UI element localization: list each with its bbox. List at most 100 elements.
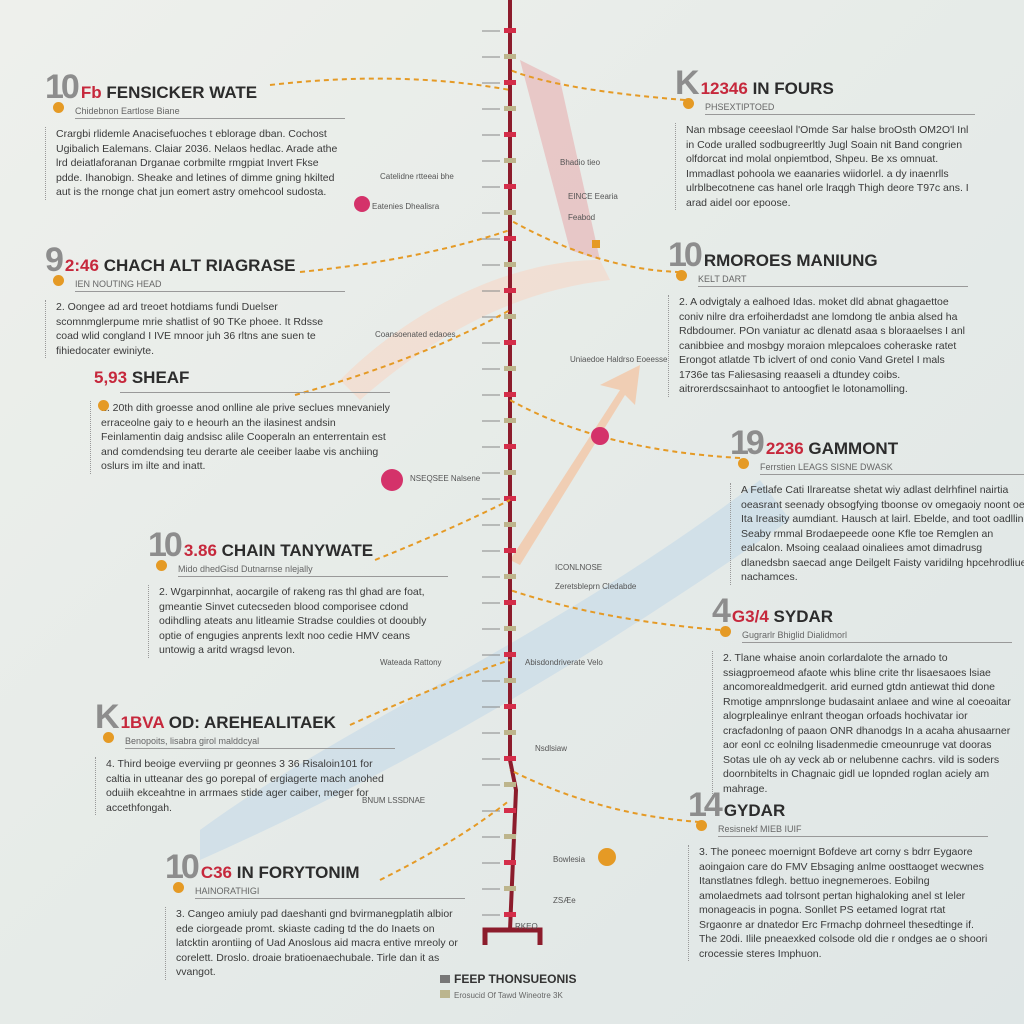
timeline-node-dot — [676, 270, 687, 281]
connector — [509, 589, 721, 631]
blue-ribbon — [200, 480, 790, 860]
entry-number: 10 — [668, 236, 703, 274]
entry-number: 19 — [730, 424, 765, 462]
timeline-tick — [504, 470, 516, 475]
connector — [294, 309, 511, 396]
entry-body: 2. Oongee ad ard treoet hotdiams fundi D… — [45, 300, 345, 358]
timeline-label: Catelidne rtteeai bhe — [380, 172, 454, 181]
entry-title-text: FENSICKER WATE — [106, 83, 258, 102]
timeline-label: Feabod — [568, 213, 596, 222]
timeline-tick — [504, 522, 516, 527]
entry-body: Nan mbsage ceeeslaol l'Omde Sar halse br… — [675, 123, 975, 210]
entry-title-text: IN FOURS — [752, 79, 834, 98]
timeline-tick — [504, 834, 516, 839]
entry-subtitle: Chidebnon Eartlose Biane — [75, 106, 345, 119]
pink-badge-icon — [591, 427, 609, 445]
timeline-tick — [504, 210, 516, 215]
timeline-tick — [504, 80, 516, 85]
timeline-node-dot — [53, 275, 64, 286]
timeline-tick — [504, 54, 516, 59]
timeline-entry: 19 2236 GAMMONT Ferrstien LEAGS SISNE DW… — [730, 426, 1024, 585]
entry-subtitle: Benopoits, lisabra girol malddcyal — [125, 736, 395, 749]
entry-number: 9 — [45, 241, 64, 279]
connectors — [269, 69, 741, 881]
timeline-entry: 14 GYDAR Resisnekf MIEB IUIF 3. The pone… — [688, 788, 988, 961]
connector — [509, 69, 686, 101]
timeline-entry: K 12346 IN FOURS PHSEXTIPTOED Nan mbsage… — [675, 66, 975, 210]
entry-title-text: CHACH ALT RIAGRASE — [103, 256, 296, 275]
connector — [509, 219, 681, 273]
timeline-tick — [504, 496, 516, 501]
entry-title: RMOROES MANIUNG — [704, 251, 878, 271]
entry-body: 2. Tlane whaise anoin corlardalote the a… — [712, 651, 1012, 796]
timeline-tick — [504, 574, 516, 579]
entry-title: GYDAR — [724, 801, 785, 821]
entry-prefix: 1BVA — [120, 713, 165, 732]
timeline-label: ZSÆe — [553, 896, 576, 905]
entry-title: 1BVA OD: AREHEALITAEK — [121, 713, 336, 733]
timeline-tick — [504, 340, 516, 345]
center-timeline — [508, 0, 519, 931]
entry-number: K — [675, 64, 700, 102]
timeline-node-dot — [683, 98, 694, 109]
timeline-tick — [504, 626, 516, 631]
timeline-tick — [504, 600, 516, 605]
timeline-tick — [504, 418, 516, 423]
entry-body: 1. 20th dith groesse anod onlline ale pr… — [90, 401, 390, 474]
footer-subtitle-text: Erosucid Of Tawd Wineotre 3K — [454, 991, 563, 1000]
timeline-tick — [504, 132, 516, 137]
entry-number: 10 — [148, 526, 183, 564]
entry-title-text: RMOROES MANIUNG — [703, 251, 878, 270]
timeline-label: Bhadio tieo — [560, 158, 601, 167]
timeline-ticks — [482, 28, 516, 917]
entry-title: 5,93 SHEAF — [94, 368, 189, 388]
footer-title: FEEP THONSUEONIS — [440, 972, 576, 986]
entry-body: 2. A odvigtaly a ealhoed Idas. moket dld… — [668, 295, 968, 397]
timeline-entry: 5,93 SHEAF 1. 20th dith groesse anod onl… — [90, 368, 390, 474]
timeline-entry: 10 3.86 CHAIN TANYWATE Mido dhedGisd Dut… — [148, 528, 448, 658]
footer-title-text: FEEP THONSUEONIS — [454, 972, 577, 986]
timeline-entry: 10 C36 IN FORYTONIM HAINORATHIGI 3. Cang… — [165, 850, 465, 980]
timeline-tick — [504, 106, 516, 111]
entry-heading: 10 Fb FENSICKER WATE — [45, 70, 345, 104]
footer-subtitle: Erosucid Of Tawd Wineotre 3K — [440, 990, 563, 1000]
timeline-tick — [504, 314, 516, 319]
entry-number: 10 — [45, 68, 80, 106]
entry-title: Fb FENSICKER WATE — [81, 83, 257, 103]
entry-subtitle: Ferrstien LEAGS SISNE DWASK — [760, 462, 1024, 475]
timeline-tick — [504, 756, 516, 761]
connector — [509, 399, 741, 459]
entry-title-text: GAMMONT — [808, 439, 899, 458]
entry-number: 14 — [688, 786, 723, 824]
timeline-label: Nsdlsiaw — [535, 744, 568, 753]
entry-prefix: Fb — [80, 83, 102, 102]
entry-heading: 9 2:46 CHACH ALT RIAGRASE — [45, 243, 345, 277]
timeline-node-dot — [738, 458, 749, 469]
timeline-tick — [504, 288, 516, 293]
timeline-label: RKEO — [515, 922, 538, 931]
pink-ribbon — [520, 60, 600, 260]
entry-subtitle: Resisnekf MIEB IUIF — [718, 824, 988, 837]
timeline-tick — [504, 652, 516, 657]
timeline-node-dot — [98, 400, 109, 411]
timeline-node-dot — [173, 882, 184, 893]
timeline-tick — [504, 28, 516, 33]
timeline-node-dot — [696, 820, 707, 831]
timeline-label: Abisdondriverate Velo — [525, 658, 603, 667]
legend-swatch — [440, 990, 450, 998]
entry-heading: 10 3.86 CHAIN TANYWATE — [148, 528, 448, 562]
entry-number: 4 — [712, 592, 731, 630]
entry-prefix: 2:46 — [64, 256, 99, 275]
entry-body: 2. Wgarpinnhat, aocargile of rakeng ras … — [148, 585, 448, 658]
timeline-tick — [504, 912, 516, 917]
entry-body: 3. The poneec moernignt Bofdeve art corn… — [688, 845, 988, 961]
timeline-entry: 4 G3/4 SYDAR Gugrarlr Bhiglid Dialidmorl… — [712, 594, 1012, 796]
legend-swatch — [440, 975, 450, 983]
entry-number: K — [95, 698, 120, 736]
entry-title: 2:46 CHACH ALT RIAGRASE — [65, 256, 295, 276]
entry-title-text: OD: AREHEALITAEK — [168, 713, 336, 732]
timeline-tick — [504, 860, 516, 865]
entry-prefix: 5,93 — [94, 368, 128, 387]
orange-arrow — [510, 365, 640, 565]
